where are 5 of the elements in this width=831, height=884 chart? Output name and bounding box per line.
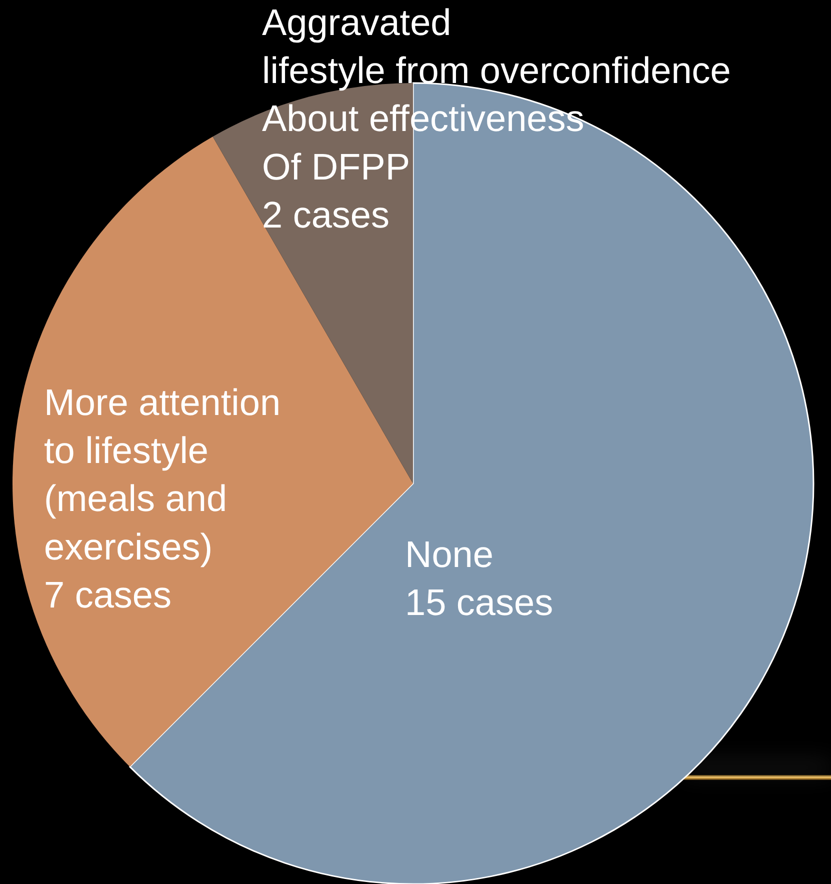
data-label: 7 cases — [44, 574, 172, 616]
slice-label: None — [405, 534, 494, 575]
slice-label: More attention to lifestyle (meals and exercises) — [44, 382, 281, 568]
data-label: 15 cases — [405, 582, 554, 624]
data-label: 2 cases — [262, 194, 390, 236]
